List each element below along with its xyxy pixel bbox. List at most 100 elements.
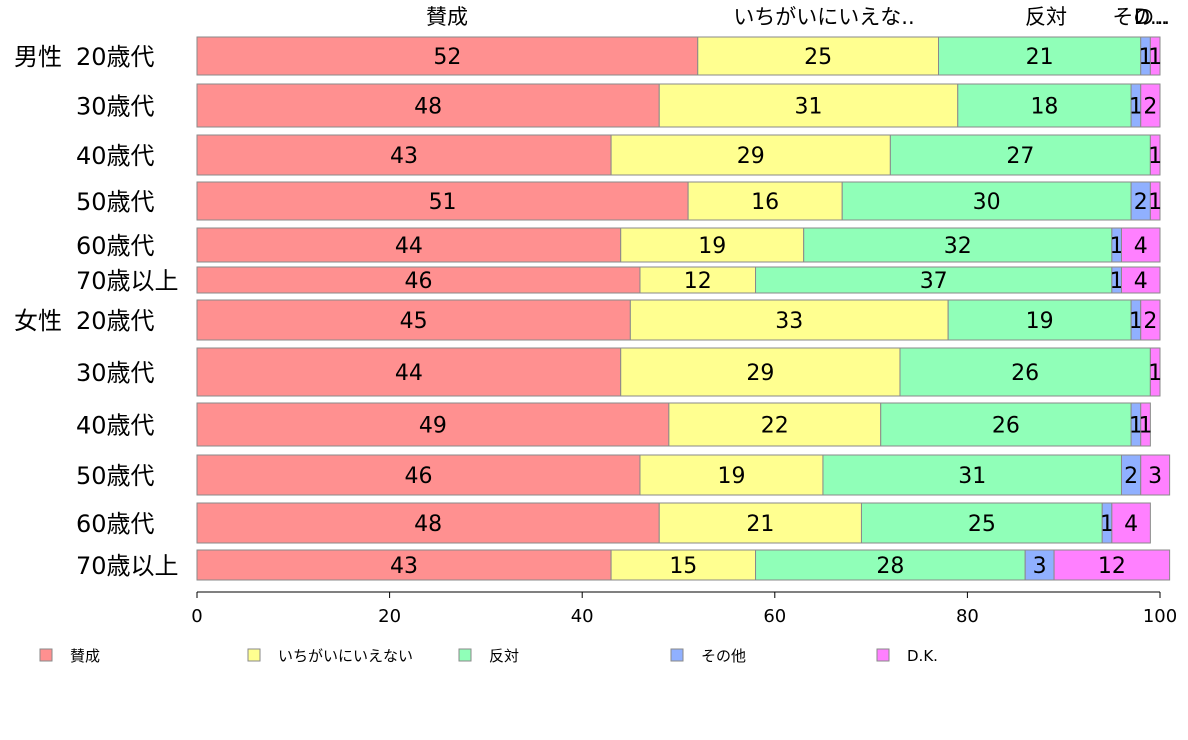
bar-value-label: 31 [795,95,823,120]
bar-value-label: 1 [1148,45,1162,70]
category-label: 20歳代 [76,43,155,71]
category-label: 40歳代 [76,142,155,170]
bar-segment [755,266,1113,294]
bar-value-label: 3 [1033,554,1047,579]
bar-value-label: 44 [395,361,423,386]
bar-segment [880,402,1132,447]
bar-segment [658,502,862,544]
bar-value-label: 43 [390,144,418,169]
bar-value-label: 43 [390,554,418,579]
bar-segment [1140,402,1151,447]
bar-value-label: 49 [419,414,447,439]
bar-value-label: 12 [684,269,712,294]
bar-segment [1149,134,1161,176]
bar-value-label: 29 [737,144,765,169]
bar-segment [697,36,940,76]
bar-value-label: 30 [973,190,1001,215]
bar-value-label: 3 [1148,464,1162,489]
bar-value-label: 2 [1143,309,1157,334]
bar-segment [196,454,641,496]
bar-value-label: 1 [1129,309,1143,334]
bar-segment [196,266,641,294]
bar-value-label: 2 [1143,95,1157,120]
bar-segment [687,181,843,221]
x-tick-label: 60 [763,606,786,627]
bar-value-label: 48 [414,512,442,537]
bar-segment [822,454,1122,496]
bar-segment [1149,181,1161,221]
bar-value-label: 1 [1139,414,1153,439]
x-tick-label: 100 [1143,606,1177,627]
category-label: 70歳以上 [76,552,179,580]
bar-segment [1149,36,1161,76]
x-tick-label: 0 [191,606,202,627]
bar-value-label: 2 [1124,464,1138,489]
bar-value-label: 1 [1110,269,1124,294]
bar-segment [1140,299,1161,341]
column-header: D... [1134,5,1170,29]
bar-value-label: 1 [1129,95,1143,120]
bar-segment [938,36,1142,76]
bar-value-label: 1 [1129,414,1143,439]
legend-swatch [247,648,261,662]
bar-value-label: 27 [1006,144,1034,169]
bar-value-label: 4 [1134,269,1148,294]
category-label: 50歳代 [76,462,155,490]
bar-segment [620,227,805,263]
column-header: いちがいにいえな.. [733,5,914,29]
bar-segment [196,36,699,76]
category-label: 60歳代 [76,232,155,260]
legend-swatch [39,648,53,662]
group-label: 男性 [14,43,62,71]
bar-segment [196,347,622,397]
legend-swatch [876,648,890,662]
category-label: 20歳代 [76,307,155,335]
x-tick-label: 80 [956,606,979,627]
legend-label: 賛成 [70,647,100,665]
bar-value-label: 1 [1100,512,1114,537]
column-header: 賛成 [426,5,468,29]
bar-segment [889,134,1151,176]
legend-swatch [458,648,472,662]
x-tick-label: 20 [378,606,401,627]
bar-segment [196,299,631,341]
bar-value-label: 16 [751,190,779,215]
bar-value-label: 21 [746,512,774,537]
bar-value-label: 1 [1148,144,1162,169]
bar-value-label: 31 [958,464,986,489]
bar-segment [1111,502,1151,544]
bar-value-label: 22 [761,414,789,439]
bar-value-label: 19 [717,464,745,489]
bar-segment [196,402,670,447]
bar-value-label: 18 [1030,95,1058,120]
bar-value-label: 21 [1026,45,1054,70]
bar-value-label: 37 [920,269,948,294]
legend-swatch [670,648,684,662]
bar-value-label: 48 [414,95,442,120]
bar-value-label: 26 [992,414,1020,439]
bar-segment [668,402,882,447]
bar-value-label: 1 [1148,361,1162,386]
bar-value-label: 1 [1148,190,1162,215]
bar-segment [803,227,1113,263]
bar-segment [1053,549,1171,581]
bar-value-label: 25 [968,512,996,537]
bar-value-label: 29 [746,361,774,386]
bar-segment [639,454,824,496]
bar-value-label: 4 [1134,234,1148,259]
bar-segment [196,181,689,221]
category-label: 30歳代 [76,359,155,387]
bar-segment [860,502,1103,544]
column-header: その.. [1112,5,1167,29]
legend-label: D.K. [907,647,938,665]
category-label: 70歳以上 [76,267,179,295]
bar-value-label: 25 [804,45,832,70]
bar-value-label: 26 [1011,361,1039,386]
bar-segment [639,266,757,294]
bar-value-label: 46 [404,269,432,294]
bar-value-label: 12 [1098,554,1126,579]
category-label: 50歳代 [76,188,155,216]
bar-value-label: 33 [775,309,803,334]
